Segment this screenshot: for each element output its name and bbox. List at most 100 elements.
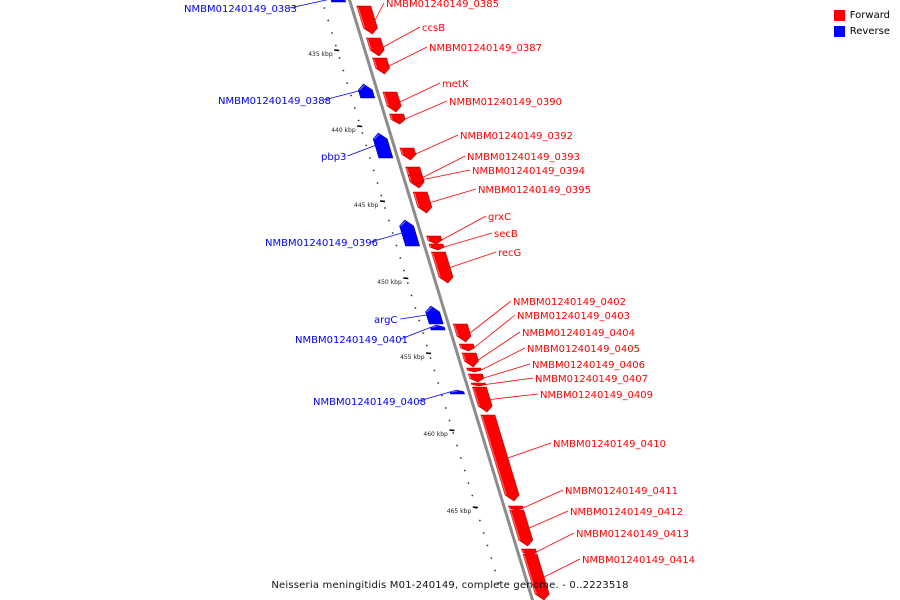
gene-leader [483,363,531,379]
ruler-dot [410,294,413,297]
gene-arrow [330,0,347,3]
reverse-swatch-icon [833,25,845,37]
ruler-dot [471,494,474,497]
gene-label: NMBM01240149_0387 [429,43,542,54]
ruler-dot [338,57,341,59]
gene-shade [431,325,438,328]
ruler-label: 465 kbp [447,508,472,515]
gene-label: NMBM01240149_0414 [582,555,695,566]
gene-arrow [382,91,402,113]
gene-leader [399,82,441,103]
gene-leader [469,300,512,334]
gene-leader [400,314,427,320]
ruler-tick [449,429,455,432]
gene-label: pbp3 [321,152,346,163]
ruler-label: 460 kbp [423,431,448,438]
ruler-dot [391,232,394,234]
ruler-dot [460,457,462,459]
gene-leader [485,377,534,385]
gene-leader [415,134,459,155]
gene-label: NMBM01240149_0402 [513,297,626,308]
gene-label: metK [442,79,469,90]
ruler-dot [456,444,458,447]
gene-20: NMBM01240149_0403 [458,311,630,352]
gene-leader [430,188,477,203]
ruler-dot [425,344,428,347]
gene-leader [289,0,329,9]
gene-shade [459,344,463,349]
gene-18: NMBM01240149_0401 [295,324,446,346]
ruler-dot [357,119,360,122]
gene-label: NMBM01240149_0392 [460,131,573,142]
gene-shade [366,38,372,51]
gene-arrow [356,5,378,35]
gene-19: NMBM01240149_0402 [452,297,626,343]
ruler-dot [494,569,496,572]
ruler-dot [441,394,443,397]
gene-leader [474,314,516,348]
gene-shade [481,415,507,496]
ruler-dot [346,82,349,84]
gene-6: metK [382,79,469,113]
gene-12: NMBM01240149_0395 [412,185,591,214]
gene-shade [462,353,467,362]
gene-31: NMBM01240149_0414 [522,553,695,600]
gene-label: grxC [488,212,511,223]
gene-14: grxC [426,212,511,245]
gene-arrow [428,243,445,251]
gene-label: NMBM01240149_0406 [532,360,645,371]
gene-label: NMBM01240149_0409 [540,390,653,401]
gene-leader [543,558,581,578]
gene-label: NMBM01240149_0383 [184,4,297,15]
ruler-tick [379,200,386,203]
gene-arrow [522,553,550,600]
gene-leader [507,442,552,459]
gene-label: NMBM01240149_0388 [218,96,331,107]
gene-leader [383,26,421,48]
genome-backbone [347,0,535,600]
gene-9: NMBM01240149_0392 [399,131,573,161]
forward-swatch-icon [833,9,845,21]
gene-16: recG [430,248,521,284]
ruler-label: 455 kbp [400,354,425,361]
gene-label: NMBM01240149_0396 [265,238,378,249]
ruler-label: 435 kbp [308,51,333,58]
gene-shade [372,58,378,69]
gene-arrow [521,548,537,556]
ruler-tick [403,277,409,280]
gene-shade [510,510,521,541]
ruler-dot [490,557,493,559]
ruler-dot [418,319,421,322]
ruler-dot [399,257,402,259]
gene-5: NMBM01240149_0388 [218,83,376,107]
gene-7: NMBM01240149_0390 [389,97,562,125]
gene-shade [466,368,469,371]
gene-arrow [466,367,482,373]
gene-shade [523,554,537,595]
ruler-dot [497,582,500,584]
gene-28: NMBM01240149_0411 [508,486,678,511]
gene-shade [400,148,404,155]
gene-label: NMBM01240149_0404 [522,328,635,339]
gene-1: NMBM01240149_0383 [184,0,347,15]
gene-shade [400,220,407,227]
gene-leader [388,46,428,67]
gene-label: ccsB [422,23,445,34]
ruler-dot [331,32,333,34]
ruler-dot [376,182,379,184]
gene-leader [536,532,575,553]
gene-shade [426,236,430,241]
gene-leader [449,251,497,268]
gene-23: NMBM01240149_0406 [467,360,645,383]
gene-shade [508,506,511,509]
ruler-tick [334,49,340,52]
ruler-dot [353,107,356,109]
gene-leader [443,232,493,248]
gene-8: pbp3 [321,132,394,163]
ruler-dot [486,544,489,547]
gene-arrow [470,382,487,387]
ruler-dot [467,482,470,484]
gene-label: recG [498,248,521,259]
legend: Forward Reverse [833,8,890,40]
gene-arrow [357,83,376,99]
